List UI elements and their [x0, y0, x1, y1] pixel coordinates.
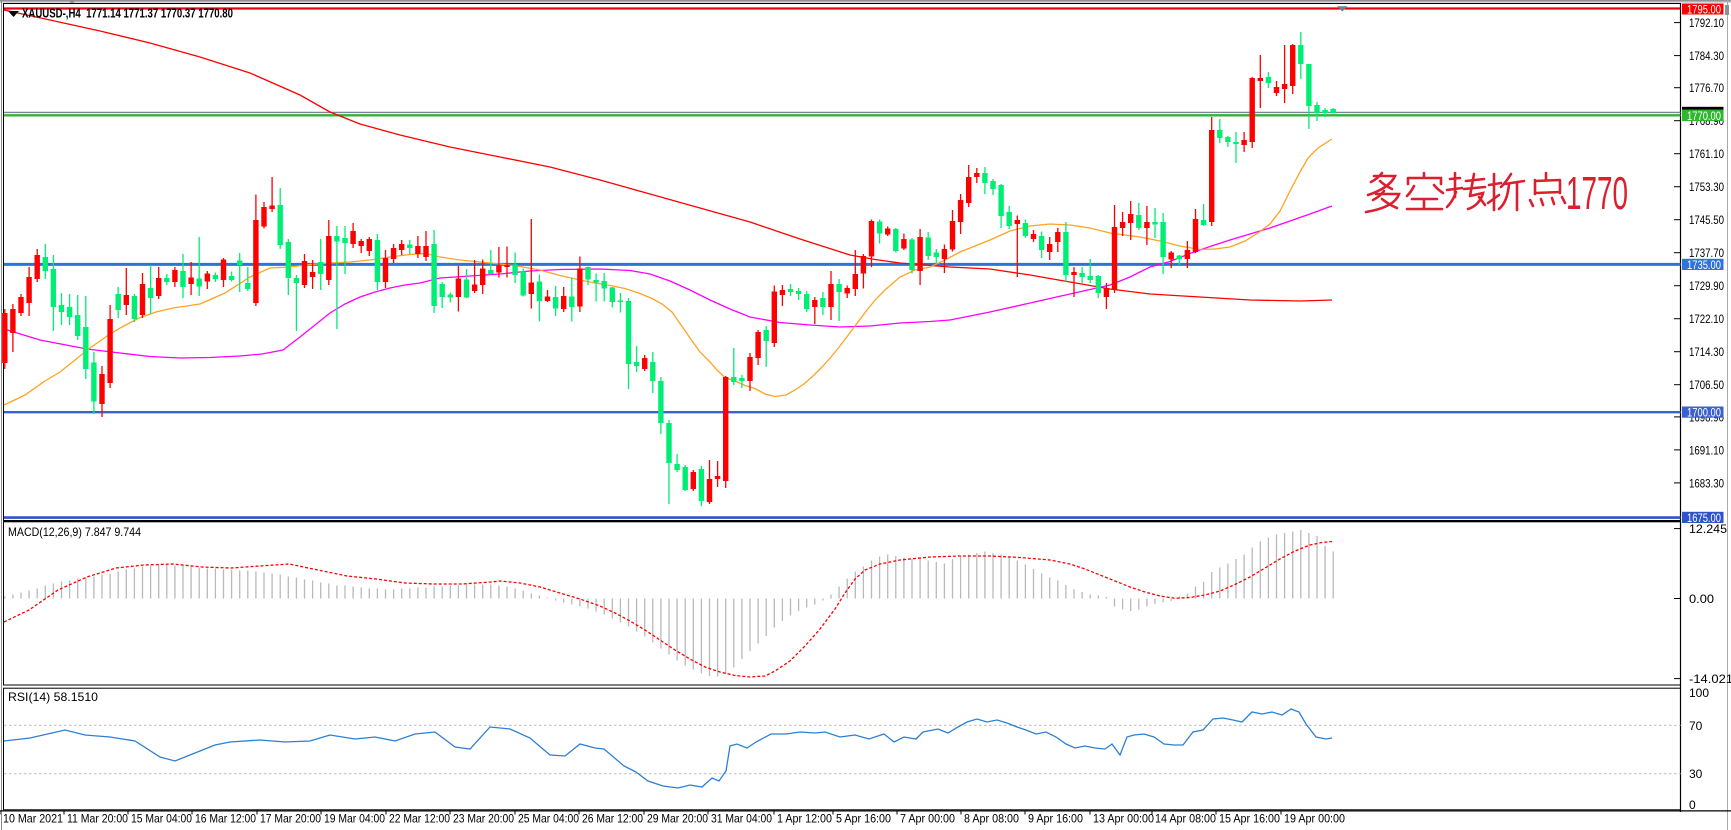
svg-text:1737.70: 1737.70: [1689, 246, 1724, 260]
svg-text:RSI(14) 58.1510: RSI(14) 58.1510: [8, 690, 98, 704]
svg-text:1761.10: 1761.10: [1689, 147, 1724, 161]
svg-text:0.00: 0.00: [1689, 592, 1714, 606]
svg-text:1729.90: 1729.90: [1689, 279, 1724, 293]
svg-text:19 Apr 00:00: 19 Apr 00:00: [1284, 812, 1345, 826]
svg-text:XAUUSD-,H4 1771.14 1771.37 17: XAUUSD-,H4 1771.14 1771.37 1770.37 1770.…: [22, 7, 233, 21]
svg-text:1706.50: 1706.50: [1689, 378, 1724, 392]
svg-text:25 Mar 04:00: 25 Mar 04:00: [518, 812, 579, 826]
svg-text:10 Mar 2021: 10 Mar 2021: [3, 812, 63, 826]
svg-text:1683.30: 1683.30: [1689, 476, 1724, 490]
svg-text:12.245: 12.245: [1689, 522, 1727, 536]
svg-text:11 Mar 20:00: 11 Mar 20:00: [67, 812, 128, 826]
svg-text:1770.00: 1770.00: [1687, 109, 1721, 123]
svg-text:1722.10: 1722.10: [1689, 312, 1724, 326]
svg-text:8 Apr 08:00: 8 Apr 08:00: [964, 812, 1019, 826]
svg-text:1770: 1770: [1566, 167, 1628, 219]
svg-text:15 Apr 16:00: 15 Apr 16:00: [1219, 812, 1280, 826]
svg-text:1675.00: 1675.00: [1687, 511, 1721, 525]
svg-text:15 Mar 04:00: 15 Mar 04:00: [131, 812, 192, 826]
svg-text:70: 70: [1689, 719, 1703, 733]
svg-text:1753.30: 1753.30: [1689, 180, 1724, 194]
svg-text:26 Mar 12:00: 26 Mar 12:00: [582, 812, 643, 826]
svg-text:7 Apr 00:00: 7 Apr 00:00: [900, 812, 955, 826]
svg-text:-14.021: -14.021: [1689, 672, 1731, 686]
svg-text:19 Mar 04:00: 19 Mar 04:00: [324, 812, 385, 826]
svg-text:1714.30: 1714.30: [1689, 345, 1724, 359]
svg-text:1784.30: 1784.30: [1689, 49, 1724, 63]
svg-text:MACD(12,26,9) 7.847 9.744: MACD(12,26,9) 7.847 9.744: [8, 525, 141, 539]
svg-text:1776.70: 1776.70: [1689, 81, 1724, 95]
svg-text:16 Mar 12:00: 16 Mar 12:00: [195, 812, 256, 826]
svg-text:1691.10: 1691.10: [1689, 443, 1724, 457]
svg-text:1 Apr 12:00: 1 Apr 12:00: [777, 812, 832, 826]
svg-text:1700.00: 1700.00: [1687, 406, 1721, 420]
svg-text:1745.50: 1745.50: [1689, 213, 1724, 227]
svg-text:13 Apr 00:00: 13 Apr 00:00: [1093, 812, 1154, 826]
svg-text:14 Apr 08:00: 14 Apr 08:00: [1155, 812, 1216, 826]
svg-text:30: 30: [1689, 767, 1703, 781]
svg-text:100: 100: [1689, 686, 1709, 700]
svg-text:22 Mar 12:00: 22 Mar 12:00: [389, 812, 450, 826]
svg-text:31 Mar 04:00: 31 Mar 04:00: [711, 812, 772, 826]
svg-text:1795.00: 1795.00: [1687, 3, 1721, 17]
svg-text:5 Apr 16:00: 5 Apr 16:00: [836, 812, 891, 826]
svg-text:1735.00: 1735.00: [1687, 258, 1721, 272]
svg-text:9 Apr 16:00: 9 Apr 16:00: [1028, 812, 1083, 826]
svg-text:23 Mar 20:00: 23 Mar 20:00: [453, 812, 514, 826]
svg-text:1792.10: 1792.10: [1689, 16, 1724, 30]
svg-text:0: 0: [1689, 798, 1696, 812]
svg-text:17 Mar 20:00: 17 Mar 20:00: [260, 812, 321, 826]
svg-text:29 Mar 20:00: 29 Mar 20:00: [647, 812, 708, 826]
